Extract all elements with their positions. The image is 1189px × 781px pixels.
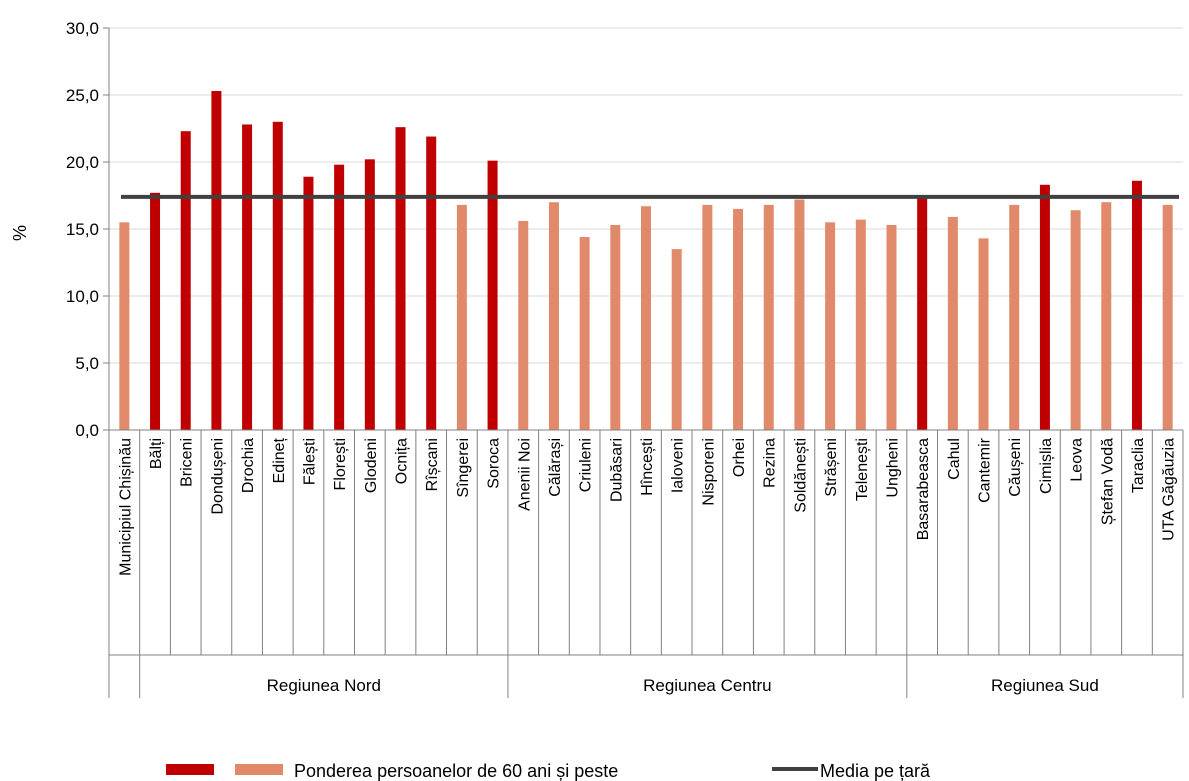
x-category-label: Anenii Noi [516, 438, 533, 511]
bar-10 [426, 136, 437, 431]
legend-swatch-highlight [166, 764, 214, 775]
legend-bars-label: Ponderea persoanelor de 60 ani și peste [294, 761, 618, 781]
y-tick-label: 5,0 [75, 354, 99, 373]
x-category-label: Hîncești [639, 438, 656, 496]
bar-18 [671, 249, 682, 430]
bar-0 [119, 222, 130, 430]
x-category-label: Bălți [148, 438, 165, 469]
bar-11 [456, 204, 467, 430]
x-category-label: Ungheni [884, 438, 901, 498]
y-axis-label: % [10, 225, 30, 241]
x-category-label: Orhei [731, 438, 748, 477]
bar-22 [794, 199, 805, 430]
bar-6 [303, 176, 314, 430]
y-tick-label: 20,0 [66, 153, 99, 172]
x-category-label: Cahul [946, 438, 963, 480]
bar-30 [1039, 184, 1050, 430]
bar-9 [395, 127, 406, 430]
y-tick-label: 15,0 [66, 220, 99, 239]
bar-13 [518, 220, 529, 430]
bar-19 [702, 204, 713, 430]
x-category-label: Ocnița [394, 438, 411, 484]
bar-28 [978, 238, 989, 430]
x-category-label: Florești [332, 438, 349, 490]
legend: Ponderea persoanelor de 60 ani și peste … [166, 761, 931, 781]
bar-25 [886, 224, 897, 430]
x-category-label: Cantemir [977, 437, 994, 503]
x-axis: Municipiul Chișinău Bălți Briceni Dondușeni… [108, 429, 1184, 698]
bar-27 [947, 216, 958, 430]
bar-14 [548, 202, 559, 430]
bar-8 [364, 159, 375, 430]
bar-20 [733, 208, 744, 430]
x-category-label: Dubăsari [608, 438, 625, 502]
region-label: Regiunea Nord [267, 676, 381, 695]
y-tick-label: 25,0 [66, 86, 99, 105]
bar-33 [1131, 180, 1142, 430]
x-category-label: Briceni [179, 438, 196, 487]
x-category-label: Dondușeni [209, 438, 226, 515]
bars [119, 90, 1173, 431]
bar-31 [1070, 210, 1081, 430]
x-category-label: Căușeni [1007, 438, 1024, 497]
y-tick-label: 30,0 [66, 19, 99, 38]
x-category-label: Rezina [762, 438, 779, 488]
bar-23 [825, 222, 836, 430]
x-category-label: Nisporeni [700, 438, 717, 506]
x-category-label: UTA Găgăuzia [1161, 438, 1178, 541]
bar-16 [610, 224, 621, 430]
bar-21 [763, 204, 774, 430]
x-category-label: Basarabeasca [915, 438, 932, 540]
bar-26 [917, 196, 928, 430]
y-tick-label: 0,0 [75, 421, 99, 440]
bar-17 [641, 206, 651, 430]
y-axis-ticks: 0,0 5,0 10,0 15,0 20,0 25,0 30,0 [66, 19, 110, 440]
bar-32 [1101, 202, 1112, 430]
x-category-label: Rîșcani [424, 438, 441, 491]
x-category-label: Ștefan Vodă [1099, 438, 1116, 525]
bar-1 [150, 192, 161, 430]
y-tick-label: 10,0 [66, 287, 99, 306]
bar-24 [855, 219, 866, 430]
bar-34 [1162, 204, 1173, 430]
x-category-label: Ialoveni [670, 438, 687, 493]
legend-swatch-regular [235, 764, 283, 775]
x-category-label: Fălești [301, 438, 318, 485]
x-category-label: Drochia [240, 438, 257, 493]
x-category-label: Taraclia [1130, 438, 1147, 493]
x-category-label: Telenești [854, 438, 871, 501]
x-category-label: Strășeni [823, 438, 840, 497]
x-category-label: Cimișlia [1038, 438, 1055, 494]
bar-4 [242, 124, 253, 430]
bar-7 [334, 164, 345, 430]
x-category-label: Sîngerei [455, 438, 472, 498]
x-category-label: Criuleni [578, 438, 595, 492]
region-label: Regiunea Sud [991, 676, 1099, 695]
bar-5 [272, 121, 283, 431]
region-label: Regiunea Centru [643, 676, 772, 695]
x-category-label: Soldănești [792, 438, 809, 513]
bar-3 [211, 90, 222, 430]
bar-29 [1009, 204, 1020, 430]
bar-12 [487, 160, 498, 430]
x-category-label: Edineț [271, 437, 288, 483]
legend-line-label: Media pe țară [820, 761, 931, 781]
x-category-label: Municipiul Chișinău [117, 438, 134, 576]
bar-15 [579, 237, 590, 430]
bar-2 [180, 131, 191, 430]
x-category-label: Soroca [486, 438, 503, 489]
x-category-label: Glodeni [363, 438, 380, 493]
x-category-label: Leova [1069, 438, 1086, 482]
x-category-label: Călărași [547, 438, 564, 497]
